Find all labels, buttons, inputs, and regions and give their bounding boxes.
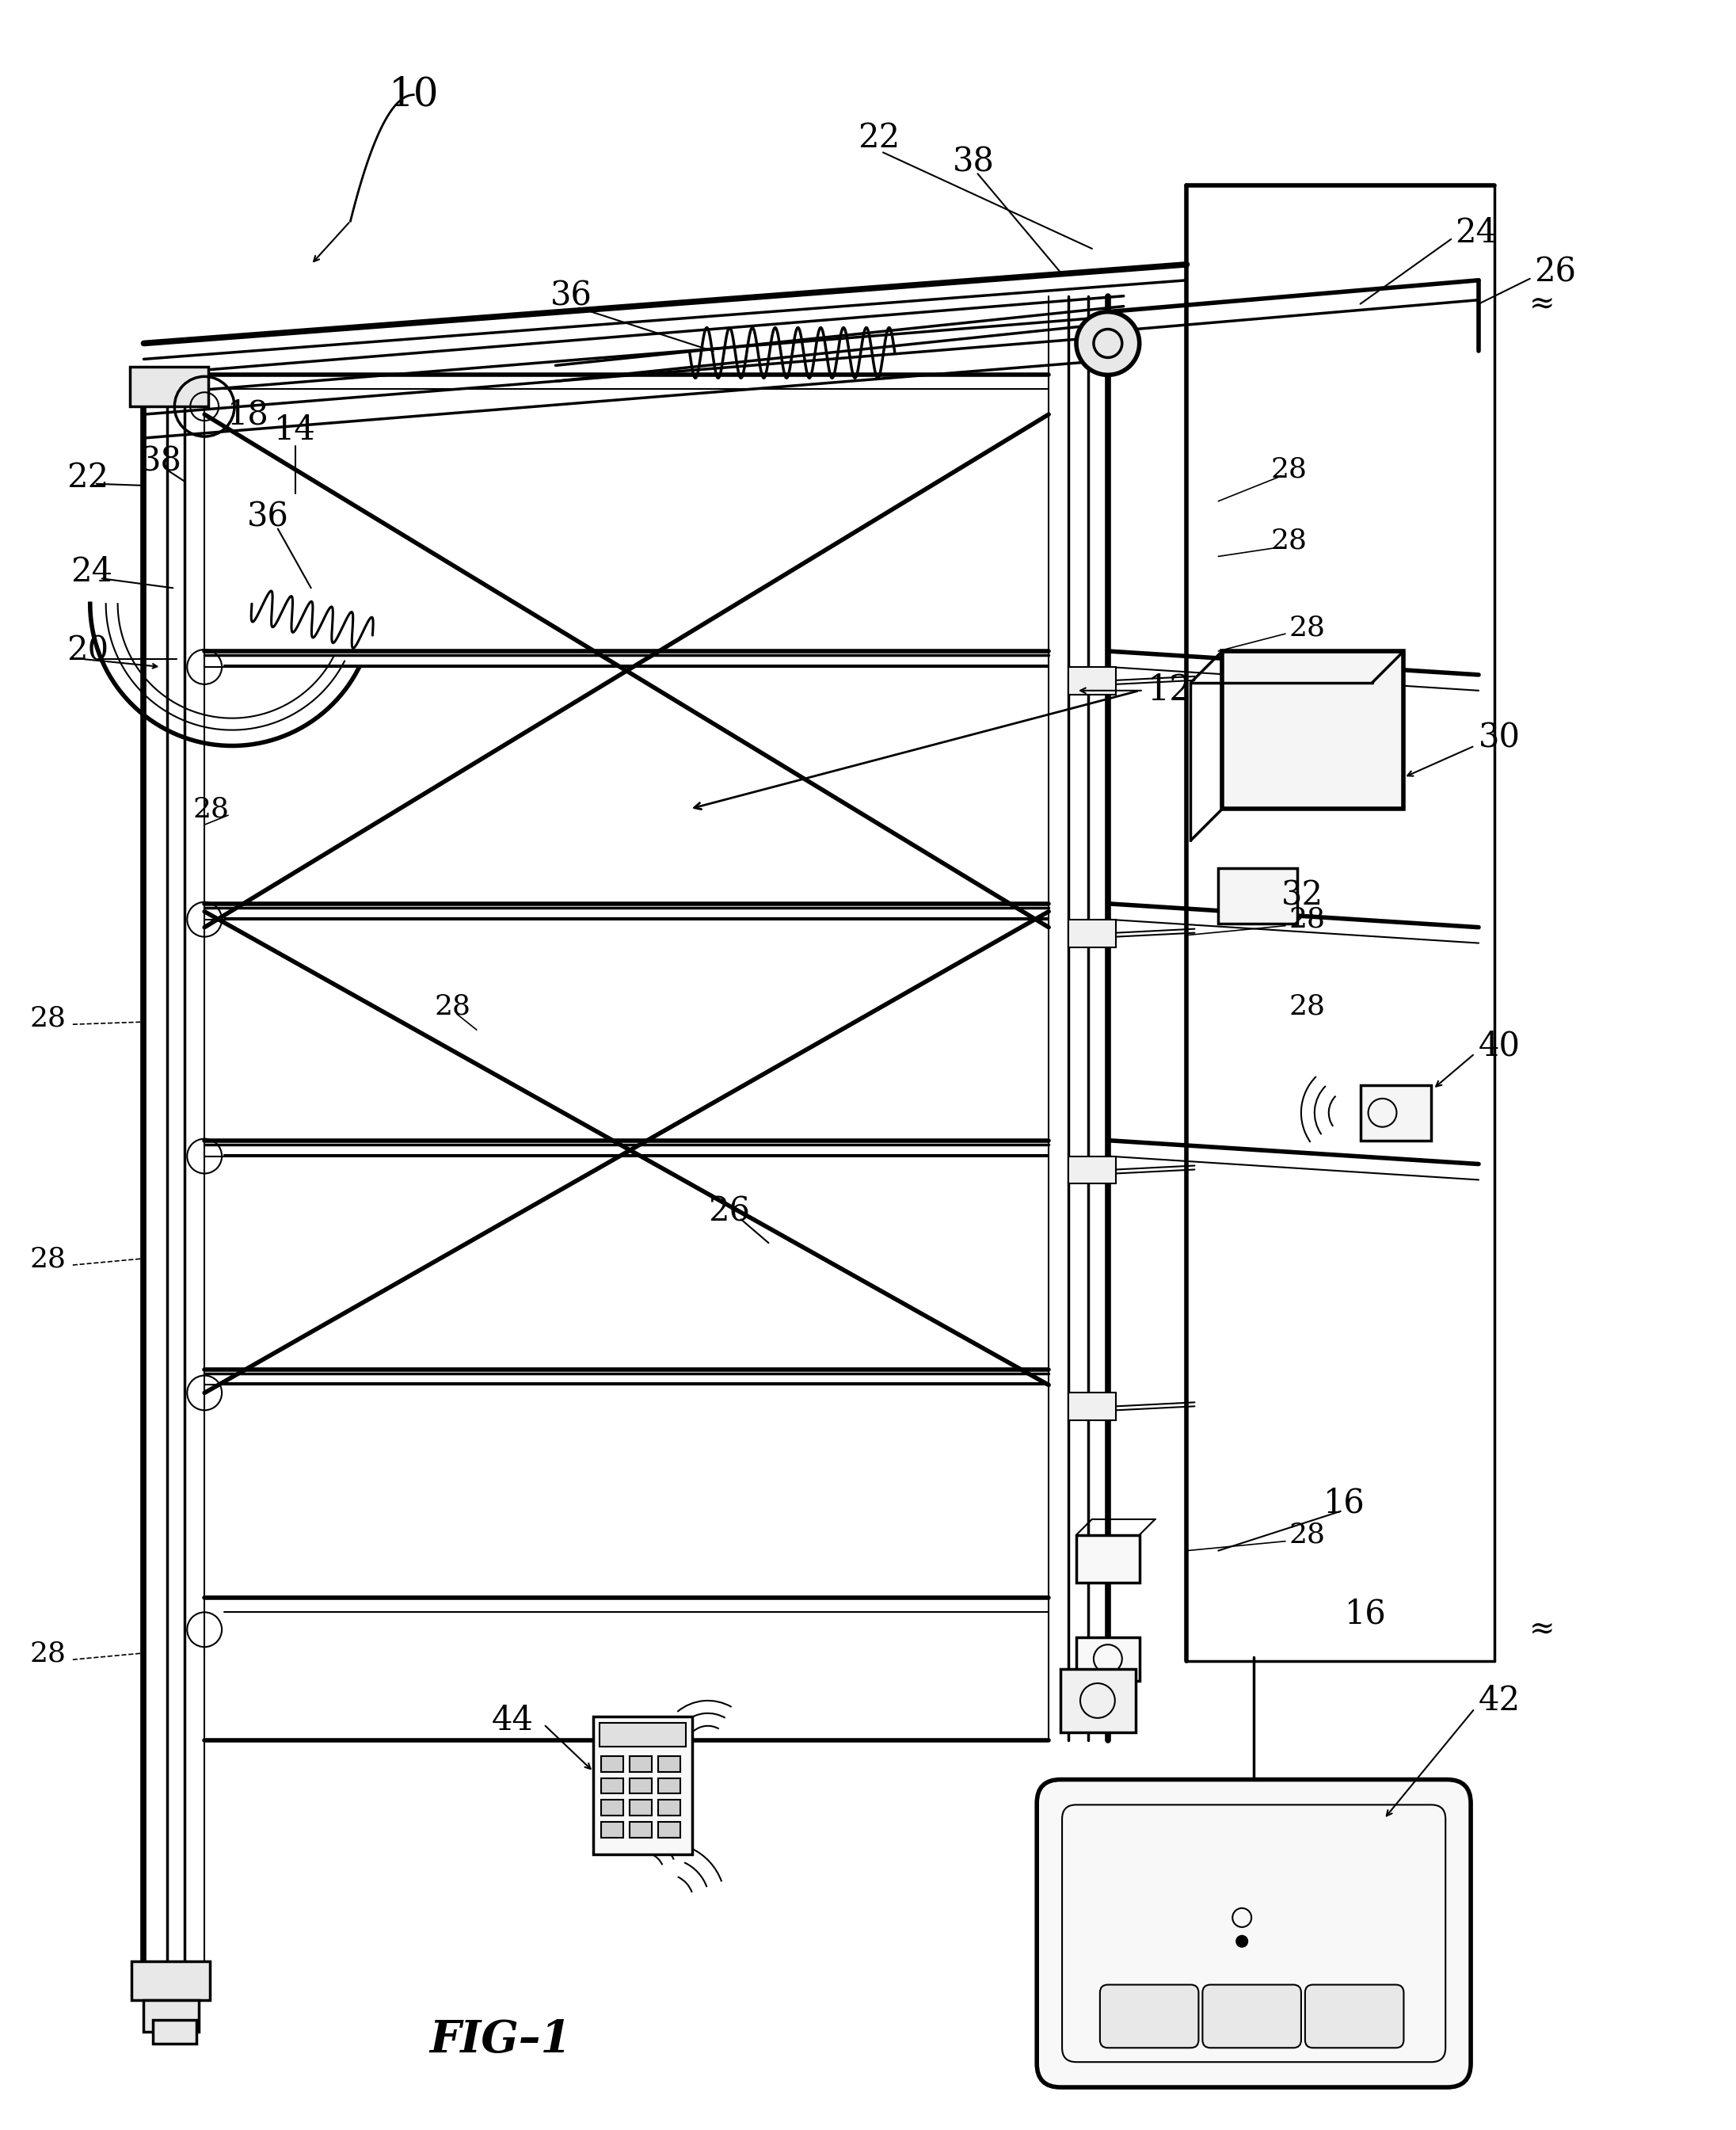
Text: 38: 38 [141,445,182,479]
Text: 12: 12 [1147,673,1193,707]
Text: 14: 14 [274,413,316,447]
Text: 28: 28 [1290,905,1326,933]
Bar [658,1779,681,1793]
Bar [1222,652,1404,809]
Bar [132,1962,210,2000]
Text: 18: 18 [227,398,269,430]
FancyBboxPatch shape [1203,1985,1302,2047]
Text: 26: 26 [1535,256,1576,290]
Bar [1076,1638,1139,1681]
Bar [153,2019,196,2045]
Bar [658,1800,681,1817]
Text: 30: 30 [1479,722,1521,754]
Text: 28: 28 [1290,1521,1326,1549]
Bar [1068,667,1116,694]
FancyBboxPatch shape [1305,1985,1404,2047]
Bar [601,1779,623,1793]
Text: 28: 28 [30,1005,66,1031]
Text: 42: 42 [1479,1685,1521,1717]
Text: 26: 26 [708,1195,750,1229]
Bar [1068,1157,1116,1184]
Bar [601,1800,623,1817]
Bar [1068,920,1116,948]
Bar [1076,1536,1139,1583]
Text: 28: 28 [1271,526,1307,554]
Text: 28: 28 [434,993,470,1020]
Text: 28: 28 [30,1640,66,1668]
Bar [630,1755,651,1772]
Bar [658,1821,681,1838]
Bar [601,1755,623,1772]
Bar [130,366,208,407]
Text: 40: 40 [1479,1029,1521,1063]
Text: ≈: ≈ [1529,290,1555,319]
Bar [1068,1393,1116,1421]
Text: 28: 28 [1271,456,1307,484]
Bar [630,1800,651,1817]
FancyBboxPatch shape [1036,1779,1470,2087]
Bar [1361,1084,1430,1140]
Text: 38: 38 [953,145,995,179]
Bar [1219,869,1297,924]
Bar [601,1821,623,1838]
Text: 22: 22 [66,460,109,494]
Bar [630,1821,651,1838]
Bar [144,2000,200,2032]
Text: 20: 20 [66,635,108,667]
Text: 44: 44 [491,1704,533,1736]
Text: 36: 36 [247,501,288,535]
Bar [1061,1670,1135,1732]
Text: 10: 10 [389,75,439,115]
Text: ≈: ≈ [1529,1615,1555,1644]
Circle shape [1076,311,1139,375]
Text: FIG–1: FIG–1 [429,2017,571,2062]
Text: 36: 36 [550,279,592,313]
Text: 24: 24 [71,556,113,588]
Bar [630,1779,651,1793]
Text: 16: 16 [1344,1598,1387,1629]
Bar [594,1717,693,1855]
FancyBboxPatch shape [1101,1985,1198,2047]
Circle shape [1236,1936,1248,1947]
Text: 28: 28 [1290,993,1326,1020]
Text: 28: 28 [193,794,229,822]
Text: 28: 28 [30,1246,66,1272]
Text: 24: 24 [1455,217,1496,249]
Text: 22: 22 [858,121,901,155]
Text: 32: 32 [1281,880,1323,912]
Bar [658,1755,681,1772]
Bar [599,1723,686,1747]
Text: 28: 28 [1290,613,1326,641]
Text: 16: 16 [1323,1487,1366,1521]
